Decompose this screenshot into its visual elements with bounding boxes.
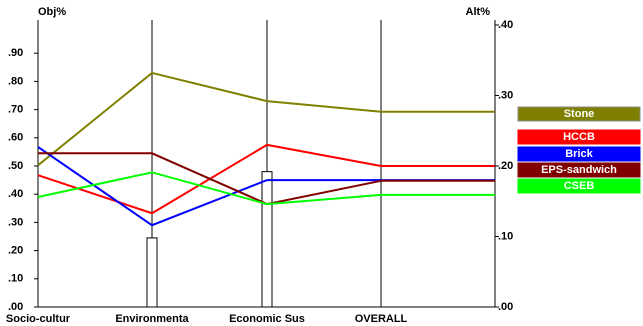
legend-swatch bbox=[517, 178, 641, 194]
legend-swatch bbox=[517, 146, 641, 162]
x-tick-label: Socio-cultur bbox=[6, 313, 71, 325]
y-tick-label: .80 bbox=[8, 75, 23, 87]
x-tick-label: Economic Sus bbox=[229, 313, 305, 325]
y2-tick-label: .20 bbox=[498, 160, 513, 172]
y2-tick-label: .10 bbox=[498, 230, 513, 242]
x-tick-label: OVERALL bbox=[355, 313, 408, 325]
y-tick-label: .20 bbox=[8, 245, 23, 257]
series-line bbox=[37, 146, 381, 227]
y-axis-label: Obj% bbox=[38, 6, 66, 18]
y-tick-label: .70 bbox=[8, 104, 23, 116]
legend-label: Stone bbox=[564, 108, 595, 120]
legend-label: EPS-sandwich bbox=[541, 164, 617, 176]
series-line bbox=[37, 71, 382, 167]
legend-label: HCCB bbox=[563, 131, 595, 143]
weight-bar bbox=[146, 237, 158, 308]
y-tick-label: .90 bbox=[8, 47, 23, 59]
weight-bar bbox=[261, 171, 273, 308]
y2-tick-label: .30 bbox=[498, 89, 513, 101]
y-tick-label: .40 bbox=[8, 188, 23, 200]
y-tick-label: .00 bbox=[8, 301, 23, 313]
y-tick-label: .60 bbox=[8, 132, 23, 144]
legend-swatch bbox=[517, 106, 641, 122]
y2-tick-label: .40 bbox=[498, 19, 513, 31]
series-line bbox=[37, 171, 382, 206]
y-tick-label: .10 bbox=[8, 273, 23, 285]
legend-label: CSEB bbox=[564, 180, 595, 192]
x-tick-label: Environmenta bbox=[115, 313, 189, 325]
y-tick-label: .30 bbox=[8, 216, 23, 228]
series-line bbox=[38, 152, 382, 206]
legend-label: Brick bbox=[565, 148, 593, 160]
legend-swatch bbox=[517, 162, 641, 178]
y2-axis-label: Alt% bbox=[466, 6, 491, 18]
legend-swatch bbox=[517, 129, 641, 145]
y2-tick-label: .00 bbox=[498, 301, 513, 313]
y-tick-label: .50 bbox=[8, 160, 23, 172]
